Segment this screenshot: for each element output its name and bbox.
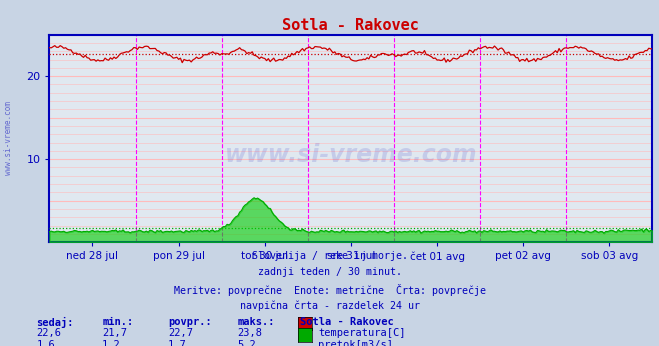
Text: www.si-vreme.com: www.si-vreme.com (225, 143, 477, 167)
Text: 21,7: 21,7 (102, 328, 127, 338)
Text: 5,2: 5,2 (237, 340, 256, 346)
Text: min.:: min.: (102, 317, 133, 327)
Text: 1,6: 1,6 (36, 340, 55, 346)
Text: sedaj:: sedaj: (36, 317, 74, 328)
Text: 1,7: 1,7 (168, 340, 186, 346)
Text: maks.:: maks.: (237, 317, 275, 327)
Text: 1,2: 1,2 (102, 340, 121, 346)
Text: zadnji teden / 30 minut.: zadnji teden / 30 minut. (258, 267, 401, 277)
Text: pretok[m3/s]: pretok[m3/s] (318, 340, 393, 346)
Text: www.si-vreme.com: www.si-vreme.com (4, 101, 13, 175)
Text: povpr.:: povpr.: (168, 317, 212, 327)
Title: Sotla - Rakovec: Sotla - Rakovec (283, 18, 419, 34)
Text: Slovenija / reke in morje.: Slovenija / reke in morje. (252, 251, 407, 261)
Text: temperatura[C]: temperatura[C] (318, 328, 406, 338)
Text: 22,7: 22,7 (168, 328, 193, 338)
Text: Meritve: povprečne  Enote: metrične  Črta: povprečje: Meritve: povprečne Enote: metrične Črta:… (173, 284, 486, 296)
Text: 22,6: 22,6 (36, 328, 61, 338)
Text: Sotla - Rakovec: Sotla - Rakovec (300, 317, 393, 327)
Text: navpična črta - razdelek 24 ur: navpična črta - razdelek 24 ur (239, 301, 420, 311)
Text: 23,8: 23,8 (237, 328, 262, 338)
